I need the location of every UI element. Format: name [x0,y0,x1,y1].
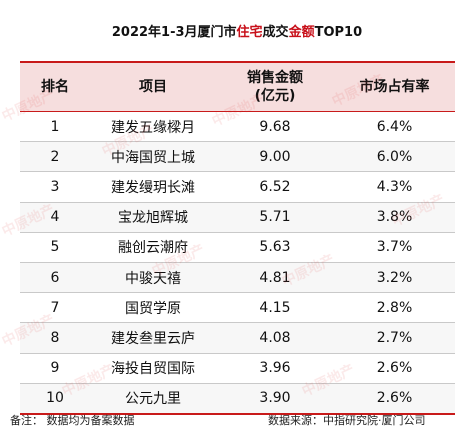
cell-sales: 6.52 [216,171,334,203]
table-row: 4 宝龙旭辉城 5.71 3.8% [20,202,455,233]
cell-project: 建发叁里云庐 [90,322,216,354]
footer-source: 数据来源：中指研究院·厦门公司 [268,414,426,427]
cell-sales: 9.68 [216,111,334,143]
cell-rank: 10 [20,383,90,415]
cell-share: 3.8% [334,202,455,233]
cell-project: 海投自贸国际 [90,353,216,384]
table-row: 8 建发叁里云庐 4.08 2.7% [20,322,455,354]
cell-share: 3.7% [334,232,455,263]
cell-rank: 8 [20,322,90,354]
cell-share: 3.2% [334,262,455,294]
cell-share: 6.4% [334,111,455,143]
cell-share: 2.8% [334,292,455,324]
cell-sales: 4.81 [216,262,334,294]
table-row: 3 建发缦玥长滩 6.52 4.3% [20,171,455,203]
table-row: 5 融创云潮府 5.63 3.7% [20,232,455,263]
table-row: 6 中骏天禧 4.81 3.2% [20,262,455,294]
header-rank: 排名 [20,61,90,112]
cell-sales: 5.63 [216,232,334,263]
cell-share: 2.6% [334,383,455,415]
table-row: 2 中海国贸上城 9.00 6.0% [20,141,455,173]
cell-project: 公元九里 [90,383,216,415]
cell-project: 建发五缘樑月 [90,111,216,143]
cell-share: 4.3% [334,171,455,203]
cell-rank: 5 [20,232,90,263]
cell-share: 6.0% [334,141,455,173]
cell-rank: 4 [20,202,90,233]
cell-project: 融创云潮府 [90,232,216,263]
cell-sales: 5.71 [216,202,334,233]
table-row: 9 海投自贸国际 3.96 2.6% [20,353,455,384]
cell-project: 中骏天禧 [90,262,216,294]
cell-rank: 6 [20,262,90,294]
cell-project: 国贸学原 [90,292,216,324]
cell-rank: 7 [20,292,90,324]
table-title: 2022年1-3月厦门市住宅成交金额TOP10 [111,25,363,40]
table-row: 1 建发五缘樑月 9.68 6.4% [20,111,455,143]
table-row: 10 公元九里 3.90 2.6% [20,383,455,415]
cell-rank: 1 [20,111,90,143]
cell-project: 建发缦玥长滩 [90,171,216,203]
cell-sales: 4.15 [216,292,334,324]
footer-note: 备注： 数据均为备案数据 [10,414,135,427]
header-sales: 销售金额 (亿元) [216,61,334,112]
cell-rank: 3 [20,171,90,203]
cell-rank: 2 [20,141,90,173]
table-row: 7 国贸学原 4.15 2.8% [20,292,455,324]
cell-project: 中海国贸上城 [90,141,216,173]
header-project: 项目 [90,61,216,112]
cell-project: 宝龙旭辉城 [90,202,216,233]
cell-sales: 3.90 [216,383,334,415]
cell-share: 2.7% [334,322,455,354]
header-share: 市场占有率 [334,61,455,112]
header-row: 排名 项目 销售金额 (亿元) 市场占有率 [20,61,455,112]
cell-rank: 9 [20,353,90,384]
cell-share: 2.6% [334,353,455,384]
cell-sales: 4.08 [216,322,334,354]
cell-sales: 3.96 [216,353,334,384]
ranking-table: 排名 项目 销售金额 (亿元) 市场占有率 1 建发五缘樑月 9.68 6.4% 2 中海… [20,61,455,415]
cell-sales: 9.00 [216,141,334,173]
